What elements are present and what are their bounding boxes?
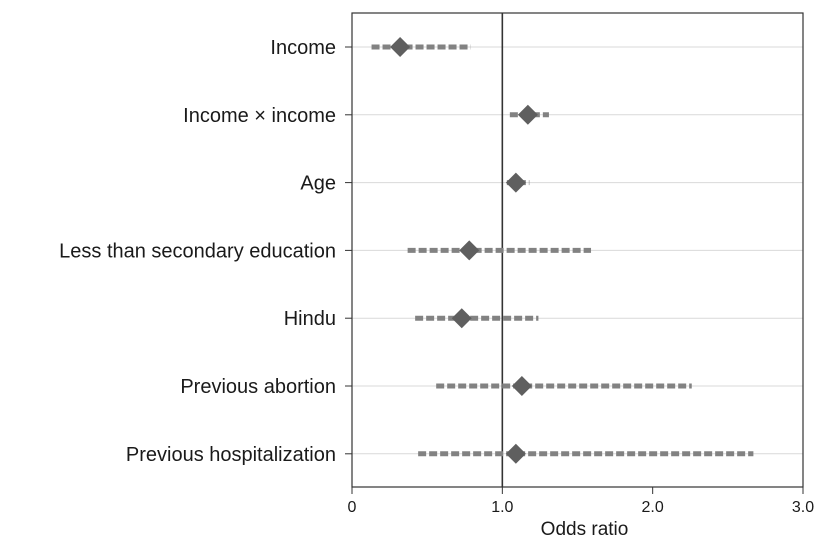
odds-ratio-marker — [451, 308, 472, 329]
category-label: Income × income — [183, 105, 336, 127]
x-tick-label: 3.0 — [792, 499, 814, 516]
category-label: Income — [270, 37, 336, 59]
odds-ratio-marker — [505, 172, 526, 193]
label-layer: Income Income × income Age Less than second… — [59, 37, 814, 516]
x-tick-label: 1.0 — [491, 499, 513, 516]
odds-ratio-marker — [390, 37, 411, 57]
x-axis-title: Odds ratio — [541, 519, 629, 540]
category-label: Previous abortion — [180, 376, 336, 398]
category-label: Age — [300, 173, 336, 195]
category-label: Less than secondary education — [59, 240, 336, 262]
odds-ratio-marker — [505, 443, 526, 464]
axis-layer — [345, 12, 804, 494]
odds-ratio-marker — [517, 104, 538, 125]
x-tick-label: 0 — [348, 499, 357, 516]
marker-layer — [390, 37, 538, 464]
category-label: Previous hospitalization — [126, 444, 336, 466]
category-label: Hindu — [284, 308, 336, 330]
plot-frame — [351, 12, 804, 488]
odds-ratio-marker — [459, 240, 480, 261]
odds-ratio-marker — [511, 376, 532, 396]
x-tick-label: 2.0 — [642, 499, 664, 516]
